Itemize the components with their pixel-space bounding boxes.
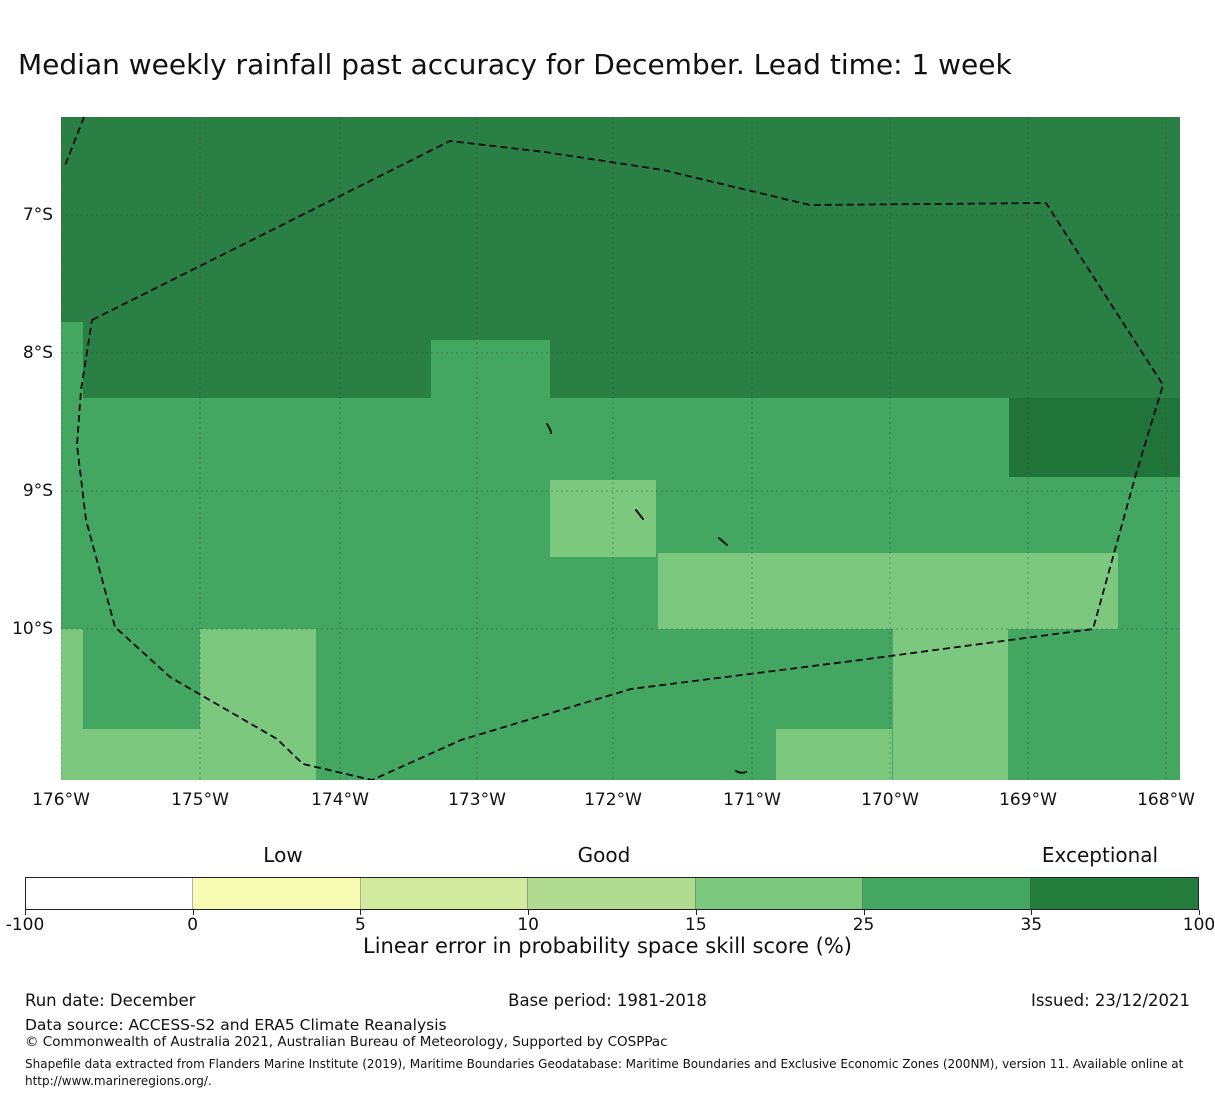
colorbar-segment <box>360 878 529 909</box>
data-source: Data source: ACCESS-S2 and ERA5 Climate … <box>25 1016 447 1034</box>
lon-tick-label: 171°W <box>723 790 781 810</box>
colorbar-tick-mark <box>695 910 697 915</box>
map-cell <box>83 729 200 780</box>
lon-tick-label: 174°W <box>311 790 369 810</box>
colorbar-tick-label: 0 <box>187 915 199 935</box>
map-cell <box>776 729 892 780</box>
colorbar-tick-label: 15 <box>685 915 707 935</box>
colorbar-tick-mark <box>1031 910 1033 915</box>
colorbar <box>25 877 1199 910</box>
shapefile-note: Shapefile data extracted from Flanders M… <box>25 1056 1200 1090</box>
issued-date: Issued: 23/12/2021 <box>1030 991 1190 1010</box>
lon-tick-label: 169°W <box>999 790 1057 810</box>
colorbar-tick-label: 5 <box>355 915 366 935</box>
map-cell <box>61 322 83 398</box>
lat-tick-label: 7°S <box>22 205 53 225</box>
map-cell <box>431 340 550 398</box>
colorbar-segment <box>695 878 864 909</box>
colorbar-segment <box>26 878 194 909</box>
page-title: Median weekly rainfall past accuracy for… <box>18 48 1012 81</box>
footer-row: Run date: December Base period: 1981-201… <box>0 991 1215 1011</box>
shapefile-note-text: Shapefile data extracted from Flanders M… <box>25 1057 1184 1071</box>
lat-tick-label: 8°S <box>22 343 53 363</box>
colorbar-tick-label: 100 <box>1182 915 1215 935</box>
colorbar-title: Linear error in probability space skill … <box>363 934 852 958</box>
colorbar-tick-label: 25 <box>852 915 875 935</box>
lat-tick-label: 9°S <box>22 481 53 501</box>
map-cell <box>61 629 83 780</box>
lon-tick-label: 172°W <box>584 790 642 810</box>
colorbar-category-label: Low <box>263 843 303 867</box>
colorbar-category-label: Good <box>577 843 631 867</box>
colorbar-tick-mark <box>1199 910 1200 915</box>
colorbar-category-label: Exceptional <box>1041 843 1159 867</box>
colorbar-segment <box>528 878 696 909</box>
lon-tick-label: 168°W <box>1137 790 1195 810</box>
colorbar-tick-label: 10 <box>517 915 539 935</box>
island-outline <box>546 423 552 434</box>
colorbar-tick-mark <box>192 910 194 915</box>
run-date: Run date: December <box>25 991 196 1010</box>
map-cell <box>550 480 656 557</box>
shapefile-url: http://www.marineregions.org/. <box>25 1074 212 1088</box>
colorbar-tick-mark <box>863 910 865 915</box>
lon-tick-label: 173°W <box>448 790 506 810</box>
eez-boundary <box>76 140 1164 780</box>
map-cell <box>893 629 1008 780</box>
island-outline <box>735 770 747 774</box>
colorbar-segment <box>1030 878 1198 909</box>
colorbar-tick-mark <box>25 910 26 915</box>
copyright: © Commonwealth of Australia 2021, Austra… <box>25 1034 668 1050</box>
base-period: Base period: 1981-2018 <box>508 991 707 1010</box>
colorbar-segment <box>863 878 1031 909</box>
lon-tick-label: 170°W <box>861 790 919 810</box>
lon-tick-label: 176°W <box>32 790 90 810</box>
map-cell <box>200 629 316 780</box>
map-cell <box>61 117 1180 398</box>
colorbar-tick-mark <box>528 910 530 915</box>
island-outline <box>718 537 728 546</box>
colorbar-tick-mark <box>360 910 362 915</box>
map-canvas <box>61 117 1180 780</box>
colorbar-segment <box>193 878 361 909</box>
lon-tick-label: 175°W <box>171 790 229 810</box>
colorbar-tick-label: -100 <box>5 915 45 935</box>
lat-tick-label: 10°S <box>12 619 53 639</box>
map-cell <box>1009 398 1180 477</box>
map-cell <box>658 553 1118 629</box>
eez-boundary-fragment <box>63 117 85 169</box>
colorbar-tick-label: 35 <box>1020 915 1043 935</box>
island-outline <box>635 509 644 520</box>
